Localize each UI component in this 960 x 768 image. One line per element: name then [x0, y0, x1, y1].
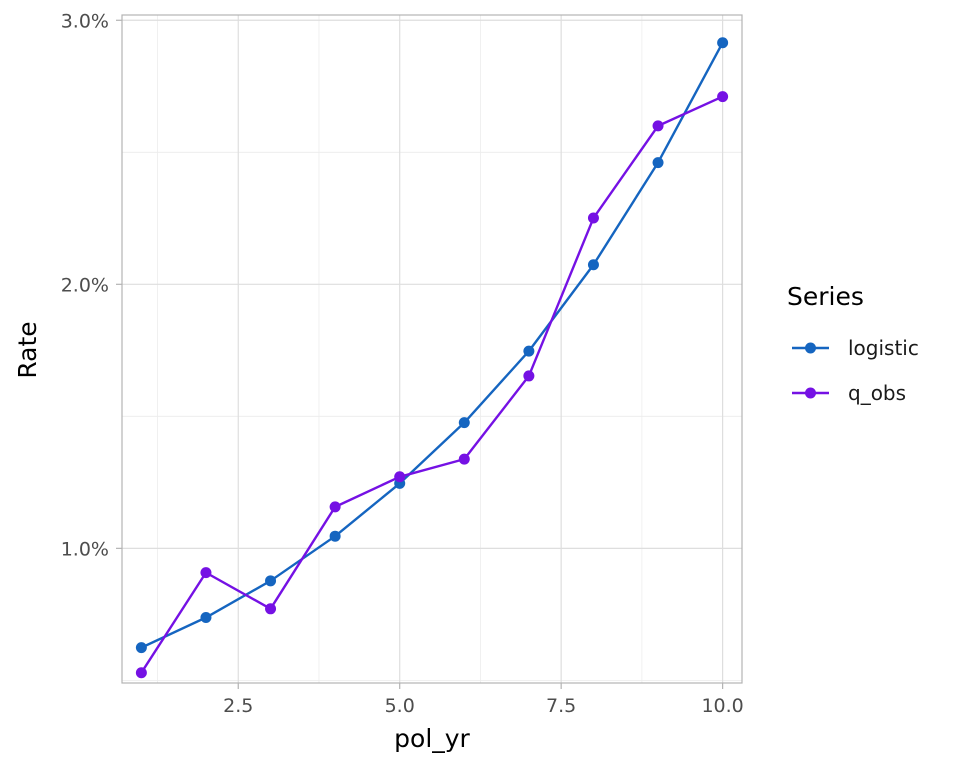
- data-point-logistic: [458, 417, 470, 429]
- legend-key-point: [805, 342, 816, 354]
- data-point-logistic: [329, 530, 341, 542]
- y-tick-label: 3.0%: [61, 10, 109, 32]
- data-point-logistic: [587, 259, 599, 271]
- data-point-q-obs: [200, 567, 212, 579]
- x-tick-label: 2.5: [223, 695, 253, 717]
- series-line-logistic: [140, 42, 724, 649]
- data-point-logistic: [717, 37, 729, 49]
- axis-ticks: 2.5 5.0 7.5 10.0 1.0% 2.0% 3.0%: [61, 10, 744, 717]
- data-point-q-obs: [458, 453, 470, 465]
- x-tick-label: 7.5: [546, 695, 576, 717]
- data-point-q-obs: [394, 471, 406, 483]
- legend-key-point: [805, 387, 816, 399]
- data-point-q-obs: [135, 667, 147, 679]
- y-tick-label: 2.0%: [61, 274, 109, 296]
- data-point-q-obs: [329, 501, 341, 513]
- series-line-q-obs: [140, 95, 724, 674]
- major-grid: [122, 15, 742, 683]
- data-point-q-obs: [523, 370, 535, 382]
- legend-label: logistic: [848, 336, 919, 360]
- data-point-logistic: [135, 642, 147, 654]
- legend-label: q_obs: [848, 381, 906, 405]
- x-tick-label: 10.0: [701, 695, 743, 717]
- x-axis-title: pol_yr: [394, 724, 470, 753]
- data-point-q-obs: [652, 120, 664, 132]
- data-point-q-obs: [717, 91, 729, 103]
- minor-grid: [122, 15, 742, 683]
- plot-panel-border: [121, 14, 743, 684]
- data-point-logistic: [200, 612, 212, 624]
- data-point-q-obs: [265, 603, 277, 615]
- y-axis-title: Rate: [13, 321, 42, 378]
- legend-items: logistic q_obs: [792, 336, 919, 405]
- data-point-logistic: [523, 345, 535, 357]
- x-tick-label: 5.0: [385, 695, 415, 717]
- data-point-logistic: [652, 157, 664, 169]
- data-point-logistic: [265, 575, 277, 587]
- legend: Series logistic q_obs: [787, 282, 919, 405]
- data-point-q-obs: [587, 212, 599, 224]
- y-tick-label: 1.0%: [61, 538, 109, 560]
- legend-title: Series: [787, 282, 864, 311]
- series-layer: [135, 37, 729, 679]
